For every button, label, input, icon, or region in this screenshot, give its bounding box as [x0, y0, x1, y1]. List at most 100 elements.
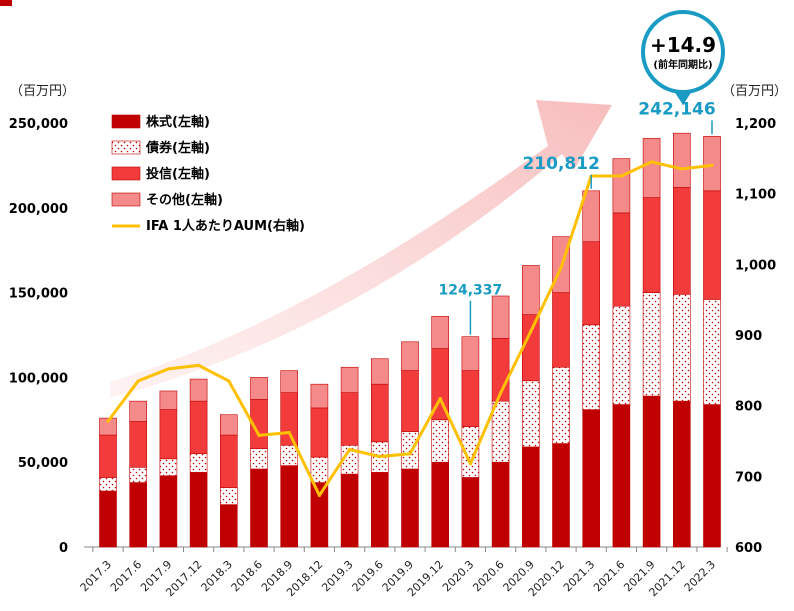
aum-point [348, 447, 352, 452]
bar-segment [582, 190, 601, 243]
bar-segment [672, 187, 691, 295]
bar-segment [612, 158, 631, 214]
right-axis-tick-label: 700 [735, 470, 762, 485]
legend-label: 債券(左軸) [145, 140, 210, 156]
bar-segment [280, 465, 299, 548]
bar-segment [189, 400, 208, 455]
bar-segment [642, 197, 661, 293]
bar-segment [340, 392, 359, 446]
bar-segment [401, 370, 419, 432]
x-axis-label: 2018.3 [199, 558, 235, 594]
bar-segment [521, 380, 540, 448]
bar-segment [703, 136, 721, 192]
bar-segment [431, 419, 450, 463]
left-axis-unit: （百万円） [10, 84, 75, 99]
bar-segment [250, 468, 268, 548]
bar-segment [642, 292, 661, 397]
aum-point [136, 379, 140, 383]
callout-main-value: +14.9 [650, 33, 716, 57]
x-axis-label: 2019.6 [350, 558, 386, 594]
bar-segment [582, 324, 601, 410]
right-axis-tick-label: 600 [735, 541, 762, 556]
bar-segment [521, 265, 540, 315]
callout-circle [641, 10, 725, 94]
bar-segment [703, 190, 721, 300]
bar-segment [612, 305, 631, 405]
bar-segment [521, 314, 540, 382]
bar-segment [280, 392, 299, 446]
bar-segment [159, 409, 178, 460]
bar-segment [220, 487, 238, 505]
bar-segment [129, 466, 147, 483]
x-axis-label: 2020.6 [470, 558, 506, 594]
bar-segment [99, 417, 117, 436]
bar-segment [461, 477, 480, 548]
aum-point [227, 379, 231, 383]
bar-segment [552, 443, 570, 548]
bar-segment [99, 490, 117, 548]
bar-segment [340, 366, 359, 393]
bar-segment [703, 299, 721, 405]
legend-swatch [111, 114, 141, 129]
bar-segment [552, 292, 570, 368]
bar-segment [310, 407, 329, 458]
bar-segment [189, 453, 208, 473]
total-annotation: 242,146 [638, 99, 715, 119]
bar-segment [642, 395, 661, 548]
aum-point [378, 454, 382, 459]
bar-segment [310, 456, 329, 483]
aum-point [619, 174, 624, 178]
bar-segment [370, 472, 389, 548]
x-axis-label: 2022.3 [682, 558, 718, 594]
legend-swatch [111, 192, 141, 207]
right-axis-tick-label: 800 [735, 400, 762, 415]
bar-segment [491, 461, 510, 548]
bar-segment [552, 366, 570, 444]
bar-segment [220, 434, 238, 488]
bar-segment [401, 468, 419, 548]
bar-segment [401, 341, 419, 371]
left-axis-tick-label: 200,000 [9, 202, 68, 217]
legend-label: IFA 1人あたりAUM(右軸) [146, 218, 305, 234]
bar-segment [129, 400, 147, 422]
bar-segment [672, 400, 691, 548]
aum-point [197, 363, 201, 367]
left-axis-tick-label: 0 [59, 541, 68, 556]
bar-segment [521, 446, 540, 548]
right-axis-unit: （百万円） [722, 84, 787, 99]
growth-arrow [110, 100, 612, 398]
bar-segment [280, 370, 299, 393]
legend-label: その他(左軸) [146, 192, 223, 208]
total-annotation: 124,337 [439, 283, 503, 299]
aum-point [106, 419, 110, 423]
bar-segment [99, 477, 117, 492]
x-axis-label: 2020.3 [440, 558, 476, 594]
x-axis-label: 2019.3 [319, 558, 355, 594]
aum-point [710, 163, 714, 167]
aum-point [650, 160, 654, 164]
aum-point [529, 329, 533, 334]
bar-segment [340, 473, 359, 548]
aum-point [317, 493, 321, 498]
bar-segment [99, 434, 117, 478]
right-axis-tick-label: 1,100 [735, 188, 776, 203]
bar-segment [582, 409, 601, 548]
bar-segment [250, 448, 268, 470]
corner-mark [0, 0, 12, 6]
bar-segment [672, 293, 691, 402]
bar-segment [672, 132, 691, 188]
bar-segment [159, 458, 178, 477]
bar-segment [703, 404, 721, 548]
bar-segment [491, 295, 510, 339]
legend-swatch [111, 166, 141, 181]
bar-segment [220, 504, 238, 548]
x-axis-label: 2017.3 [78, 558, 114, 594]
bar-segment [461, 370, 480, 427]
x-axis-label: 2021.6 [591, 558, 627, 594]
right-axis-tick-label: 1,200 [735, 117, 776, 132]
legend-swatch [111, 140, 141, 155]
bar-segment [189, 472, 208, 548]
left-axis-tick-label: 150,000 [9, 287, 68, 302]
bar-segment [461, 336, 480, 371]
